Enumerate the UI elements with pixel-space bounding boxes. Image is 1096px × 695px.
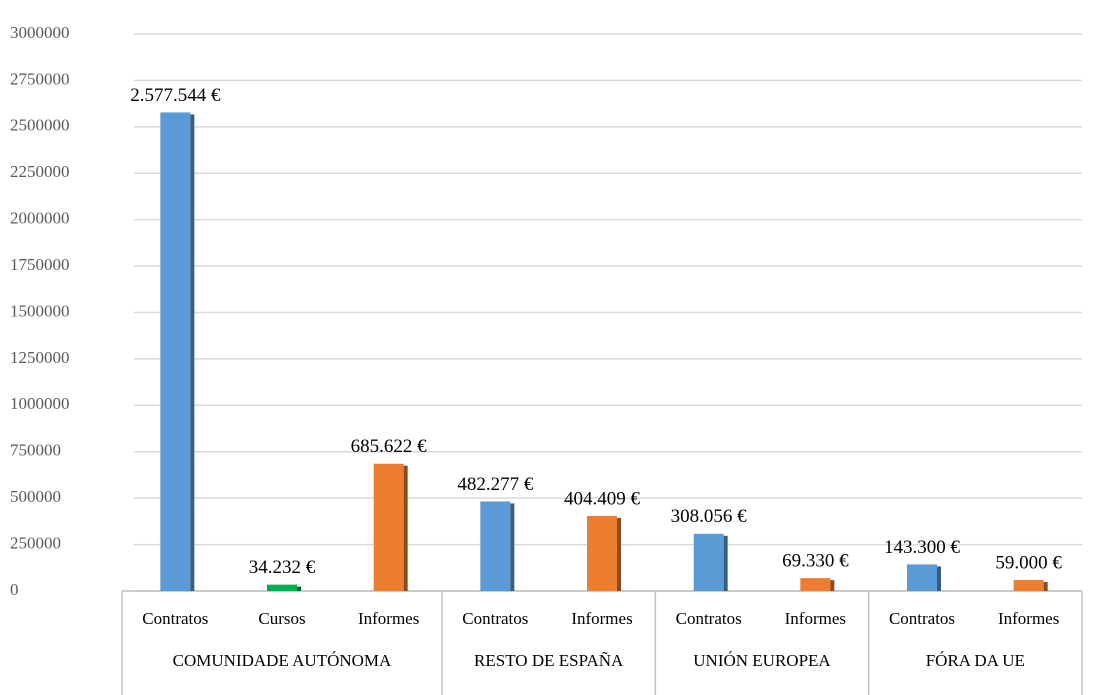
bar: [587, 515, 617, 591]
y-tick-label: 2250000: [10, 162, 70, 181]
x-tick-label: Contratos: [462, 609, 528, 628]
value-label: 308.056 €: [671, 506, 748, 527]
x-tick-label: Contratos: [676, 609, 742, 628]
x-tick-label: Informes: [785, 609, 846, 628]
value-label: 2.577.544 €: [130, 85, 221, 106]
bar: [480, 501, 511, 591]
bar: [907, 564, 937, 591]
value-label: 59.000 €: [995, 552, 1062, 573]
y-tick-label: 750000: [10, 441, 61, 460]
value-label: 404.409 €: [564, 488, 641, 509]
y-tick-label: 2750000: [10, 69, 70, 88]
value-label: 482.277 €: [457, 474, 534, 495]
bar: [373, 463, 404, 591]
x-tick-label: Cursos: [258, 609, 305, 628]
bar-side: [1043, 582, 1048, 591]
x-tick-label: Contratos: [889, 609, 955, 628]
group-label: UNIÓN EUROPEA: [693, 651, 831, 670]
x-tick-label: Informes: [358, 609, 419, 628]
bar-side: [937, 566, 941, 591]
bar: [693, 533, 724, 591]
y-tick-label: 1000000: [10, 394, 70, 413]
group-label: RESTO DE ESPAÑA: [474, 651, 624, 670]
y-tick-label: 500000: [10, 487, 61, 506]
bar: [1013, 580, 1044, 591]
bar: [800, 578, 831, 591]
y-tick-label: 0: [10, 580, 19, 599]
value-label: 34.232 €: [249, 557, 316, 578]
x-tick-label: Contratos: [142, 609, 208, 628]
x-tick-label: Informes: [571, 609, 632, 628]
y-tick-label: 1500000: [10, 301, 70, 320]
bar-side: [617, 517, 621, 591]
value-label: 143.300 €: [884, 537, 961, 558]
y-tick-label: 1250000: [10, 348, 70, 367]
y-tick-label: 1750000: [10, 255, 70, 274]
bar-side: [403, 465, 408, 591]
group-label: COMUNIDADE AUTÓNOMA: [172, 651, 392, 670]
bar-side: [723, 535, 728, 591]
y-tick-label: 2500000: [10, 116, 70, 135]
value-label: 69.330 €: [782, 550, 849, 571]
x-tick-label: Informes: [998, 609, 1059, 628]
group-label: FÓRA DA UE: [925, 651, 1025, 670]
bar-side: [510, 503, 515, 591]
bar-side: [190, 114, 195, 591]
y-tick-label: 2000000: [10, 209, 70, 228]
bar: [160, 112, 191, 591]
y-tick-label: 250000: [10, 533, 61, 552]
y-tick-label: 3000000: [10, 23, 70, 42]
bar-side: [830, 580, 835, 591]
value-label: 685.622 €: [351, 436, 428, 457]
bar-side: [297, 586, 301, 591]
bar: [267, 584, 297, 591]
